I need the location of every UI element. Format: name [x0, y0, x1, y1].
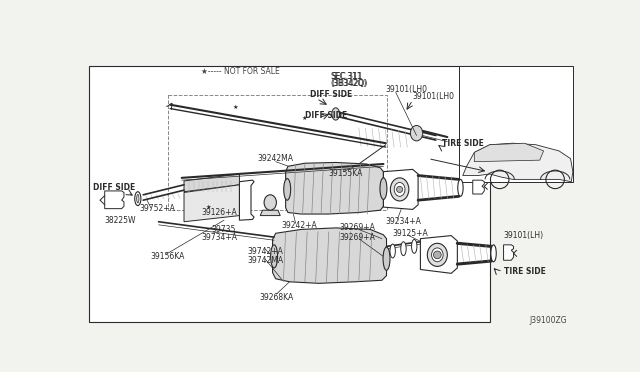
Text: 38225W: 38225W	[105, 216, 136, 225]
Text: 39101(LH0: 39101(LH0	[386, 85, 428, 94]
Ellipse shape	[491, 245, 496, 262]
Polygon shape	[383, 169, 418, 209]
Polygon shape	[285, 163, 383, 214]
Text: 39234+A: 39234+A	[386, 217, 422, 226]
Bar	[90, 66, 490, 322]
Text: 39752+A: 39752+A	[140, 204, 175, 213]
Text: TIRE SIDE: TIRE SIDE	[442, 139, 484, 148]
Ellipse shape	[431, 248, 443, 262]
Ellipse shape	[271, 245, 278, 268]
Ellipse shape	[264, 195, 276, 210]
Text: 39734+A: 39734+A	[201, 232, 237, 242]
Text: 39269+A: 39269+A	[340, 232, 376, 242]
Text: DIFF SIDE: DIFF SIDE	[93, 183, 136, 192]
Text: 39101(LH0: 39101(LH0	[413, 93, 454, 102]
Polygon shape	[420, 235, 458, 273]
Text: 39268KA: 39268KA	[259, 293, 294, 302]
Circle shape	[397, 186, 403, 192]
Polygon shape	[239, 180, 254, 220]
Text: TIRE SIDE: TIRE SIDE	[504, 267, 545, 276]
Text: 39155KA: 39155KA	[328, 170, 362, 179]
Ellipse shape	[383, 247, 390, 270]
Text: ★: ★	[206, 205, 211, 211]
Text: 39269+A: 39269+A	[340, 224, 376, 232]
Text: (3B342Q): (3B342Q)	[332, 78, 368, 88]
Ellipse shape	[458, 179, 463, 196]
Bar	[168, 95, 387, 210]
Polygon shape	[184, 174, 239, 192]
Polygon shape	[473, 180, 484, 194]
Text: 39742+A: 39742+A	[247, 247, 283, 256]
Ellipse shape	[135, 192, 141, 206]
Text: ★: ★	[233, 105, 239, 110]
Polygon shape	[463, 143, 573, 182]
Text: 39735: 39735	[211, 225, 236, 234]
Text: 39742MA: 39742MA	[247, 256, 284, 265]
Text: 39242+A: 39242+A	[282, 221, 317, 230]
Text: J39100ZG: J39100ZG	[530, 316, 568, 325]
Ellipse shape	[412, 240, 417, 253]
Ellipse shape	[401, 242, 406, 256]
Text: DIFF SIDE: DIFF SIDE	[305, 111, 347, 120]
Text: (3B342Q): (3B342Q)	[330, 78, 367, 88]
Text: 39126+A: 39126+A	[201, 208, 237, 217]
Ellipse shape	[137, 195, 139, 203]
Text: DIFF SIDE: DIFF SIDE	[310, 90, 352, 99]
Ellipse shape	[284, 179, 291, 200]
Ellipse shape	[394, 183, 405, 196]
Text: 39125+A: 39125+A	[392, 229, 428, 238]
Polygon shape	[260, 210, 280, 216]
Text: ★----- NOT FOR SALE: ★----- NOT FOR SALE	[201, 67, 280, 76]
Polygon shape	[273, 228, 387, 283]
Text: 39156KA: 39156KA	[151, 252, 185, 261]
Ellipse shape	[332, 108, 340, 120]
Ellipse shape	[380, 178, 387, 199]
Polygon shape	[474, 143, 543, 162]
Text: SEC.311: SEC.311	[330, 73, 362, 81]
Ellipse shape	[410, 125, 422, 141]
Text: 39242MA: 39242MA	[258, 154, 294, 163]
Bar	[459, 66, 573, 182]
Polygon shape	[184, 185, 239, 222]
Ellipse shape	[390, 178, 409, 201]
Text: 39101(LH): 39101(LH)	[504, 231, 544, 240]
Ellipse shape	[390, 244, 396, 258]
Text: ★: ★	[302, 116, 308, 121]
Polygon shape	[504, 245, 513, 260]
Circle shape	[433, 251, 441, 259]
Polygon shape	[105, 191, 124, 209]
Text: SEC.311: SEC.311	[332, 73, 364, 81]
Ellipse shape	[428, 243, 447, 266]
